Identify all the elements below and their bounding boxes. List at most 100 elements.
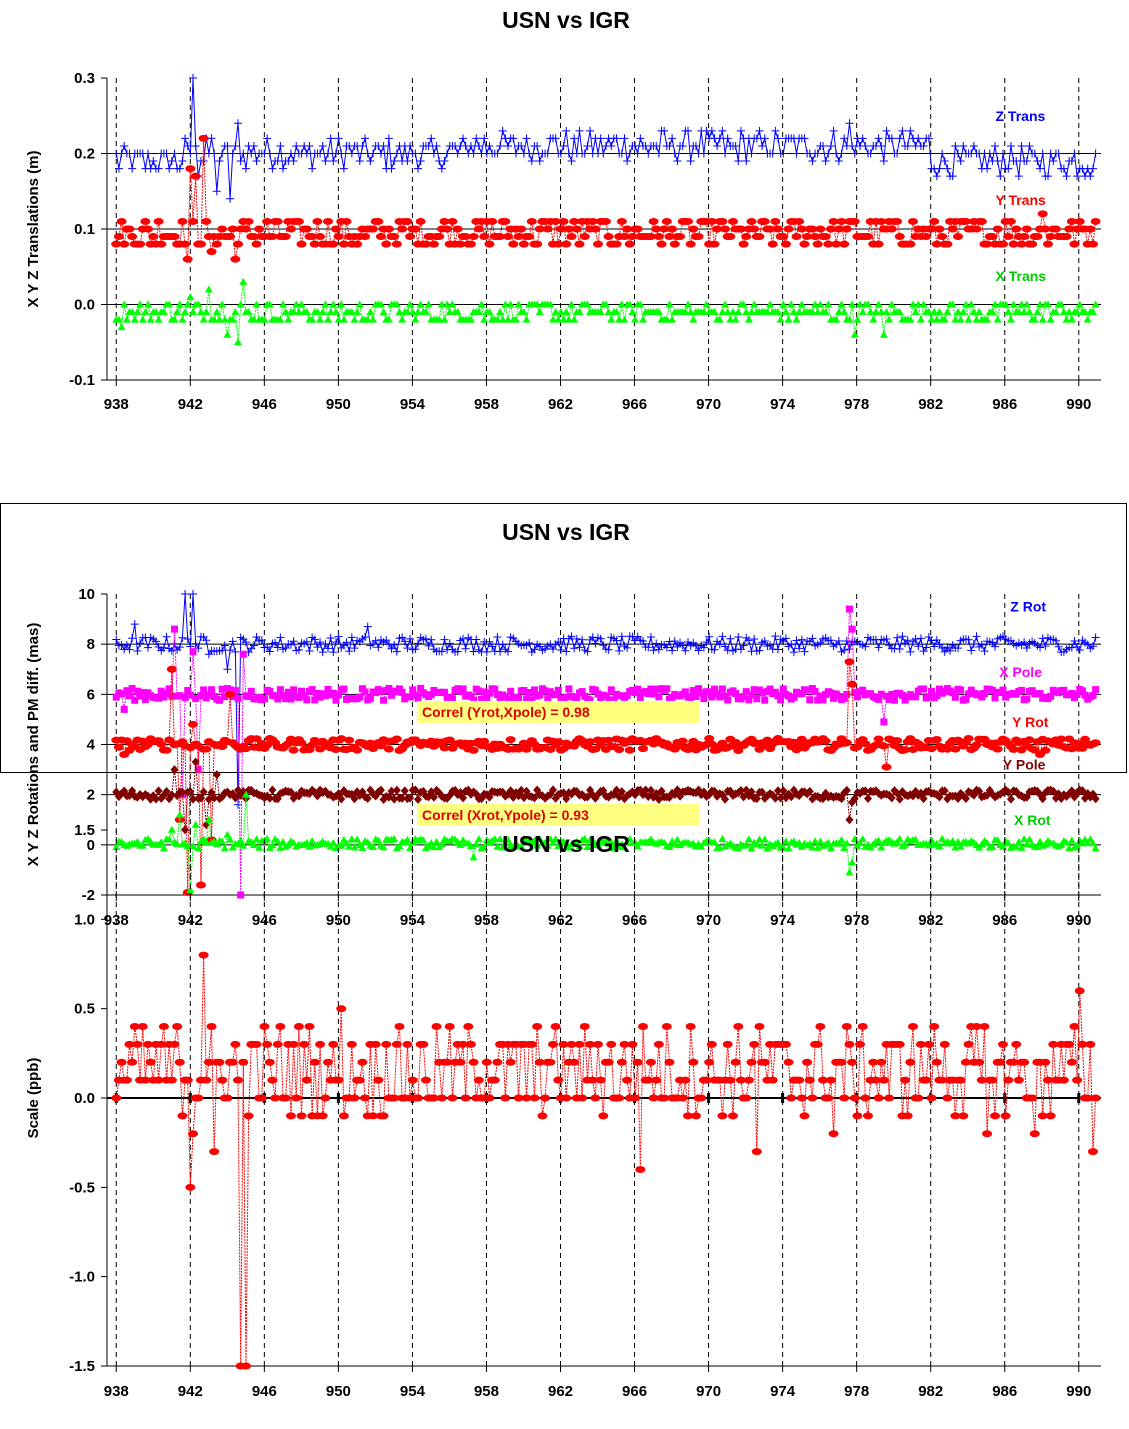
data-point [427,691,435,699]
data-point [644,643,653,652]
data-point [1073,841,1082,849]
data-point [480,134,489,143]
data-point [877,843,886,851]
data-point [779,685,787,693]
data-point [170,149,179,158]
data-point [273,643,282,652]
series-label: Y Trans [995,192,1046,208]
data-point [397,225,408,233]
data-point [247,149,256,158]
data-point [240,1362,251,1370]
data-point [1062,838,1071,846]
data-point [287,695,295,703]
x-tick-label: 966 [622,396,647,413]
data-point [933,692,941,700]
data-point [632,225,643,233]
data-point [932,635,941,644]
data-point [537,1112,548,1120]
data-point [715,315,724,323]
data-point [717,217,728,225]
data-point [861,642,870,651]
data-point [931,736,942,744]
data-point [988,638,997,647]
x-tick-label: 954 [400,396,426,413]
scale-chart: USN vs IGR Scale (ppb) 938 942 946 950 954 958 9… [0,822,1129,1429]
data-point [546,790,555,800]
data-point [240,745,251,753]
data-point [541,687,549,695]
series-x-rot [112,790,1100,893]
data-point [677,737,688,745]
data-point [543,149,552,158]
data-point [141,790,150,800]
data-point [857,1023,868,1031]
data-point [175,300,184,308]
data-point [587,217,598,225]
data-point [632,1058,643,1066]
data-point [914,642,923,651]
data-point [123,687,131,695]
data-point [648,217,659,225]
data-point [183,842,192,850]
data-point [241,790,250,798]
data-point [218,685,226,693]
data-point [736,126,745,135]
data-point [558,217,569,225]
data-point [1038,794,1047,804]
data-point [265,647,274,656]
data-point [890,696,898,704]
data-point [120,141,129,150]
data-point [207,134,216,143]
data-point [997,240,1008,248]
data-point [800,134,809,143]
data-point [721,300,730,308]
data-point [1014,308,1023,316]
data-point [513,233,524,241]
data-point [727,217,738,225]
data-point [128,786,137,796]
data-point [474,835,483,843]
data-point [749,1040,760,1048]
data-point [651,1076,662,1084]
data-point [162,149,171,158]
data-point [695,685,703,693]
data-point [567,300,576,308]
data-point [361,134,370,143]
data-point [799,240,810,248]
data-point [254,225,265,233]
data-point [624,746,635,754]
data-point [1078,839,1087,847]
data-point [236,836,245,844]
data-point [469,787,478,797]
data-point [824,300,833,308]
data-point [759,1058,770,1066]
data-point [440,157,449,166]
data-point [111,1094,122,1102]
data-point [330,225,341,233]
data-point [937,1076,948,1084]
data-point [869,315,878,323]
data-point [573,695,581,703]
data-point [321,692,329,700]
series-z-trans [112,74,1100,203]
data-point [849,217,860,225]
data-point [583,300,592,308]
data-point [1025,141,1034,150]
data-point [189,590,198,598]
data-point [125,645,134,654]
data-point [335,691,343,699]
data-point [718,790,727,800]
data-point [591,639,600,648]
data-point [500,217,511,225]
data-point [929,1023,940,1031]
data-point [940,786,949,796]
data-point [472,134,481,143]
y-tick-label: 0.0 [74,1090,95,1107]
data-point [985,785,994,795]
data-point [185,1183,196,1191]
data-point [511,315,520,323]
data-point [664,233,675,241]
data-point [517,842,526,850]
data-point [154,164,163,173]
data-point [682,1112,693,1120]
